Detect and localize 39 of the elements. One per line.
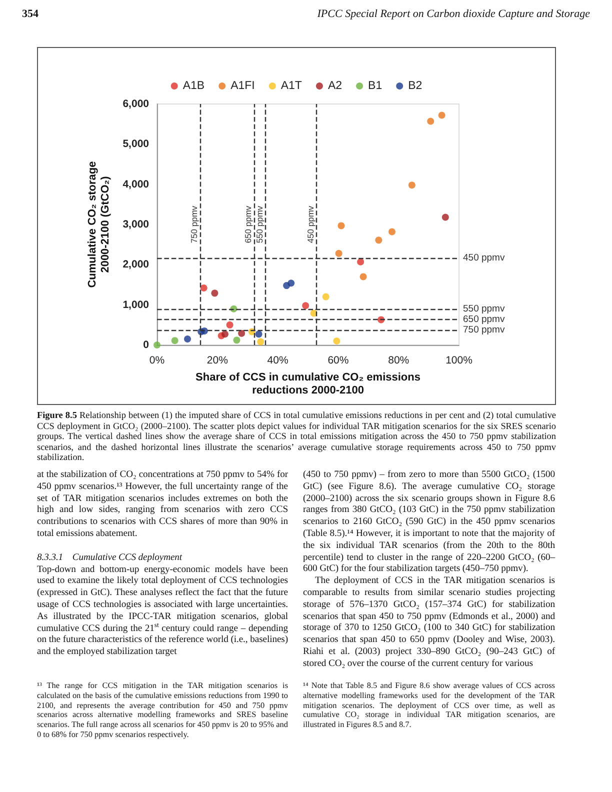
legend-label: A1T (280, 80, 302, 92)
x-axis-title: Share of CCS in cumulative CO₂ emissions reductions 2000-2100 (196, 372, 420, 396)
text: ¹³ The range for CCS mitigation in the TAR mitigation scenarios is calculated on the basis of the cumulative emissions reductions from 1990 to 2100, and represents the average contribution for 450 and 750 ppmv scenarios across alternative modelling frameworks and SRES baseline scenarios. The full range across all scenarios for 450 ppmv is 20 to 95% and 0 to 68% for 750 ppmv scenarios respectively. (37, 681, 288, 740)
y-tick-label: 5,000 (122, 138, 150, 150)
ref-line-label: 450 ppmv (463, 252, 505, 264)
text: Top-down and bottom-up energy-economic models have been used to examine the likely total deployment of CCS technologies (expressed in GtC). These analyses reflect the fact that the future usage of CCS technologies is associated with large uncertainties. As illustrated by the IPCC-TAR mitigation scenarios, global cumulative CCS during the 21$^{st}$ century could range – depending on the future characteristics of the reference world (i.e., baselines) and the employed stabilization target (37, 564, 288, 658)
ref-line-label: 650 ppmv (463, 314, 505, 326)
text: IPCC Special Report on Carbon dioxide Capture and Storage (316, 8, 590, 20)
y-axis-title: Cumulative CO₂ storage 2000-2100 (GtCO₂) (86, 161, 112, 288)
text: 354 (22, 8, 38, 20)
ref-line-label: 450 ppmv (305, 205, 316, 244)
text: The deployment of CCS in the TAR mitigation scenarios is comparable to results from similar scenario studies projecting storage of 576–1370 GtCO₂ (157–374 GtC) for stabilization scenarios that span 450 to 750 ppmv (Edmonds et al., 2000) and storage of 370 to 1250 GtCO₂ (100 to 340 GtC) for stabilization scenarios that span 450 to 650 ppmv (Dooley and Wise, 2003). Riahi et al. (2003) project 330–890 GtCO₂ (90–243 GtC) of stored CO₂ over the course of the current century for various (303, 575, 555, 670)
y-tick-label: 0 (143, 339, 150, 351)
text: ¹⁴ Note that Table 8.5 and Figure 8.6 show average values of CCS across alternative modelling frameworks used for the development of the TAR mitigation scenarios. The deployment of CCS over time, as well as cumulative CO₂ storage in individual TAR mitigation scenarios, are illustrated in Figures 8.5 and 8.7. (303, 681, 555, 730)
ref-line-label: 550 ppmv (254, 205, 265, 244)
legend-label: A2 (328, 80, 342, 92)
ref-line-label: 750 ppmv (189, 205, 200, 244)
text: (450 to 750 ppmv) – from zero to more than 5500 GtCO₂ (1500 GtC) (see Figure 8.6). The average cumulative CO₂ storage (2000–2100) across the six scenario groups shown in Figure 8.6 ranges from 380 GtCO₂ (103 GtC) in the 750 ppmv stabilization scenarios to 2160 GtCO₂ (590 GtC) in the 450 ppmv scenarios (Table 8.5).¹⁴ However, it is important to note that the majority of the six individual TAR scenarios (from the 20th to the 80th percentile) tend to cluster in the range of 220–2200 GtCO₂ (60–600 GtC) for the four stabilization targets (450–750 ppmv). (303, 469, 555, 574)
legend-label: A1B (182, 80, 205, 92)
ref-line-label: 550 ppmv (463, 303, 505, 314)
y-tick-label: 6,000 (122, 98, 150, 110)
x-tick-label: 80% (388, 354, 410, 366)
y-tick-label: 1,000 (122, 298, 150, 311)
y-tick-label: 3,000 (122, 218, 150, 230)
x-tick-label: 0% (149, 354, 165, 366)
text: 8.3.3.1 Cumulative CCS deployment (37, 552, 184, 564)
legend-label: B1 (368, 80, 382, 92)
legend-label: A1FI (230, 80, 255, 92)
text: at the stabilization of CO₂ concentrations at 750 ppmv to 54% for 450 ppmv scenarios.¹³ However, the full uncertainty range of the set of TAR mitigation scenarios includes extremes on both the high and low sides, ranging from scenarios with zero CCS contributions to scenarios with CCS shares of more than 90% in total emissions abatement. (37, 469, 288, 540)
caption: Figure 8.5 (37, 410, 77, 420)
x-tick-label: 20% (206, 354, 228, 366)
x-tick-label: 60% (328, 354, 349, 366)
legend-label: B2 (408, 80, 422, 92)
y-tick-label: 4,000 (122, 178, 150, 190)
ref-line-label: 750 ppmv (463, 324, 505, 336)
ref-line-label: 650 ppmv (242, 205, 253, 244)
x-tick-label: 100% (446, 354, 472, 366)
x-tick-label: 40% (267, 354, 288, 366)
y-tick-label: 2,000 (122, 258, 150, 271)
